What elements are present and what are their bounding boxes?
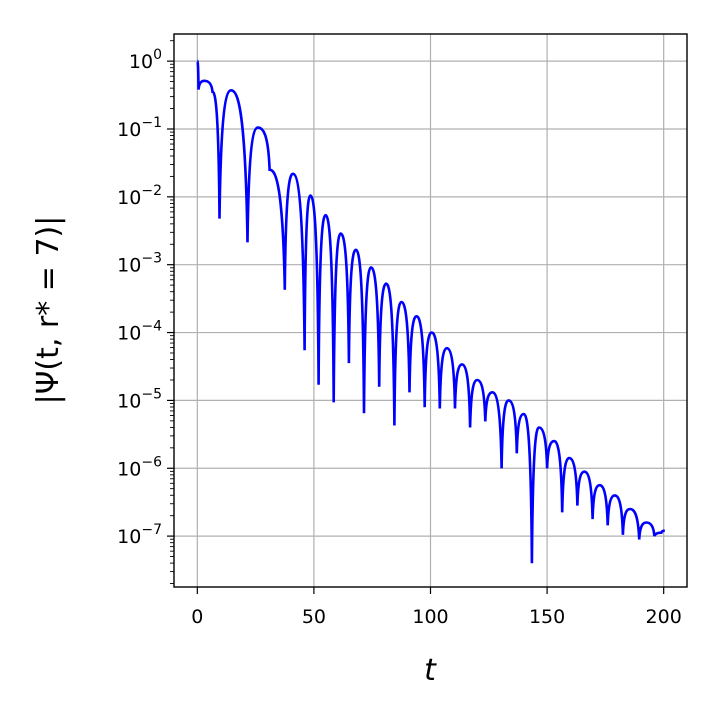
x-axis-title: t bbox=[424, 653, 437, 688]
y-axis-title: |Ψ(t, r* = 7)| bbox=[31, 216, 66, 405]
y-tick-label: 10−1 bbox=[117, 115, 162, 141]
x-tick-label: 50 bbox=[302, 606, 326, 628]
y-tick-label: 10−2 bbox=[117, 183, 162, 209]
series-layer bbox=[196, 59, 665, 564]
y-tick-label: 100 bbox=[129, 47, 162, 73]
x-tick-label: 150 bbox=[529, 606, 565, 628]
x-tick-label: 100 bbox=[412, 606, 448, 628]
x-axis: 0 50 100 150 200 bbox=[191, 587, 682, 628]
y-tick-label: 10−3 bbox=[117, 251, 162, 277]
y-axis: 100 10−1 10−2 10−3 10−4 10−5 10−6 10−7 bbox=[117, 47, 174, 548]
y-tick-label: 10−5 bbox=[117, 386, 162, 412]
y-tick-label: 10−7 bbox=[117, 522, 162, 548]
series-line bbox=[196, 59, 665, 564]
x-tick-label: 200 bbox=[646, 606, 682, 628]
y-tick-label: 10−4 bbox=[117, 319, 162, 345]
x-tick-label: 0 bbox=[191, 606, 203, 628]
y-tick-label: 10−6 bbox=[117, 454, 162, 480]
grid bbox=[174, 34, 687, 587]
